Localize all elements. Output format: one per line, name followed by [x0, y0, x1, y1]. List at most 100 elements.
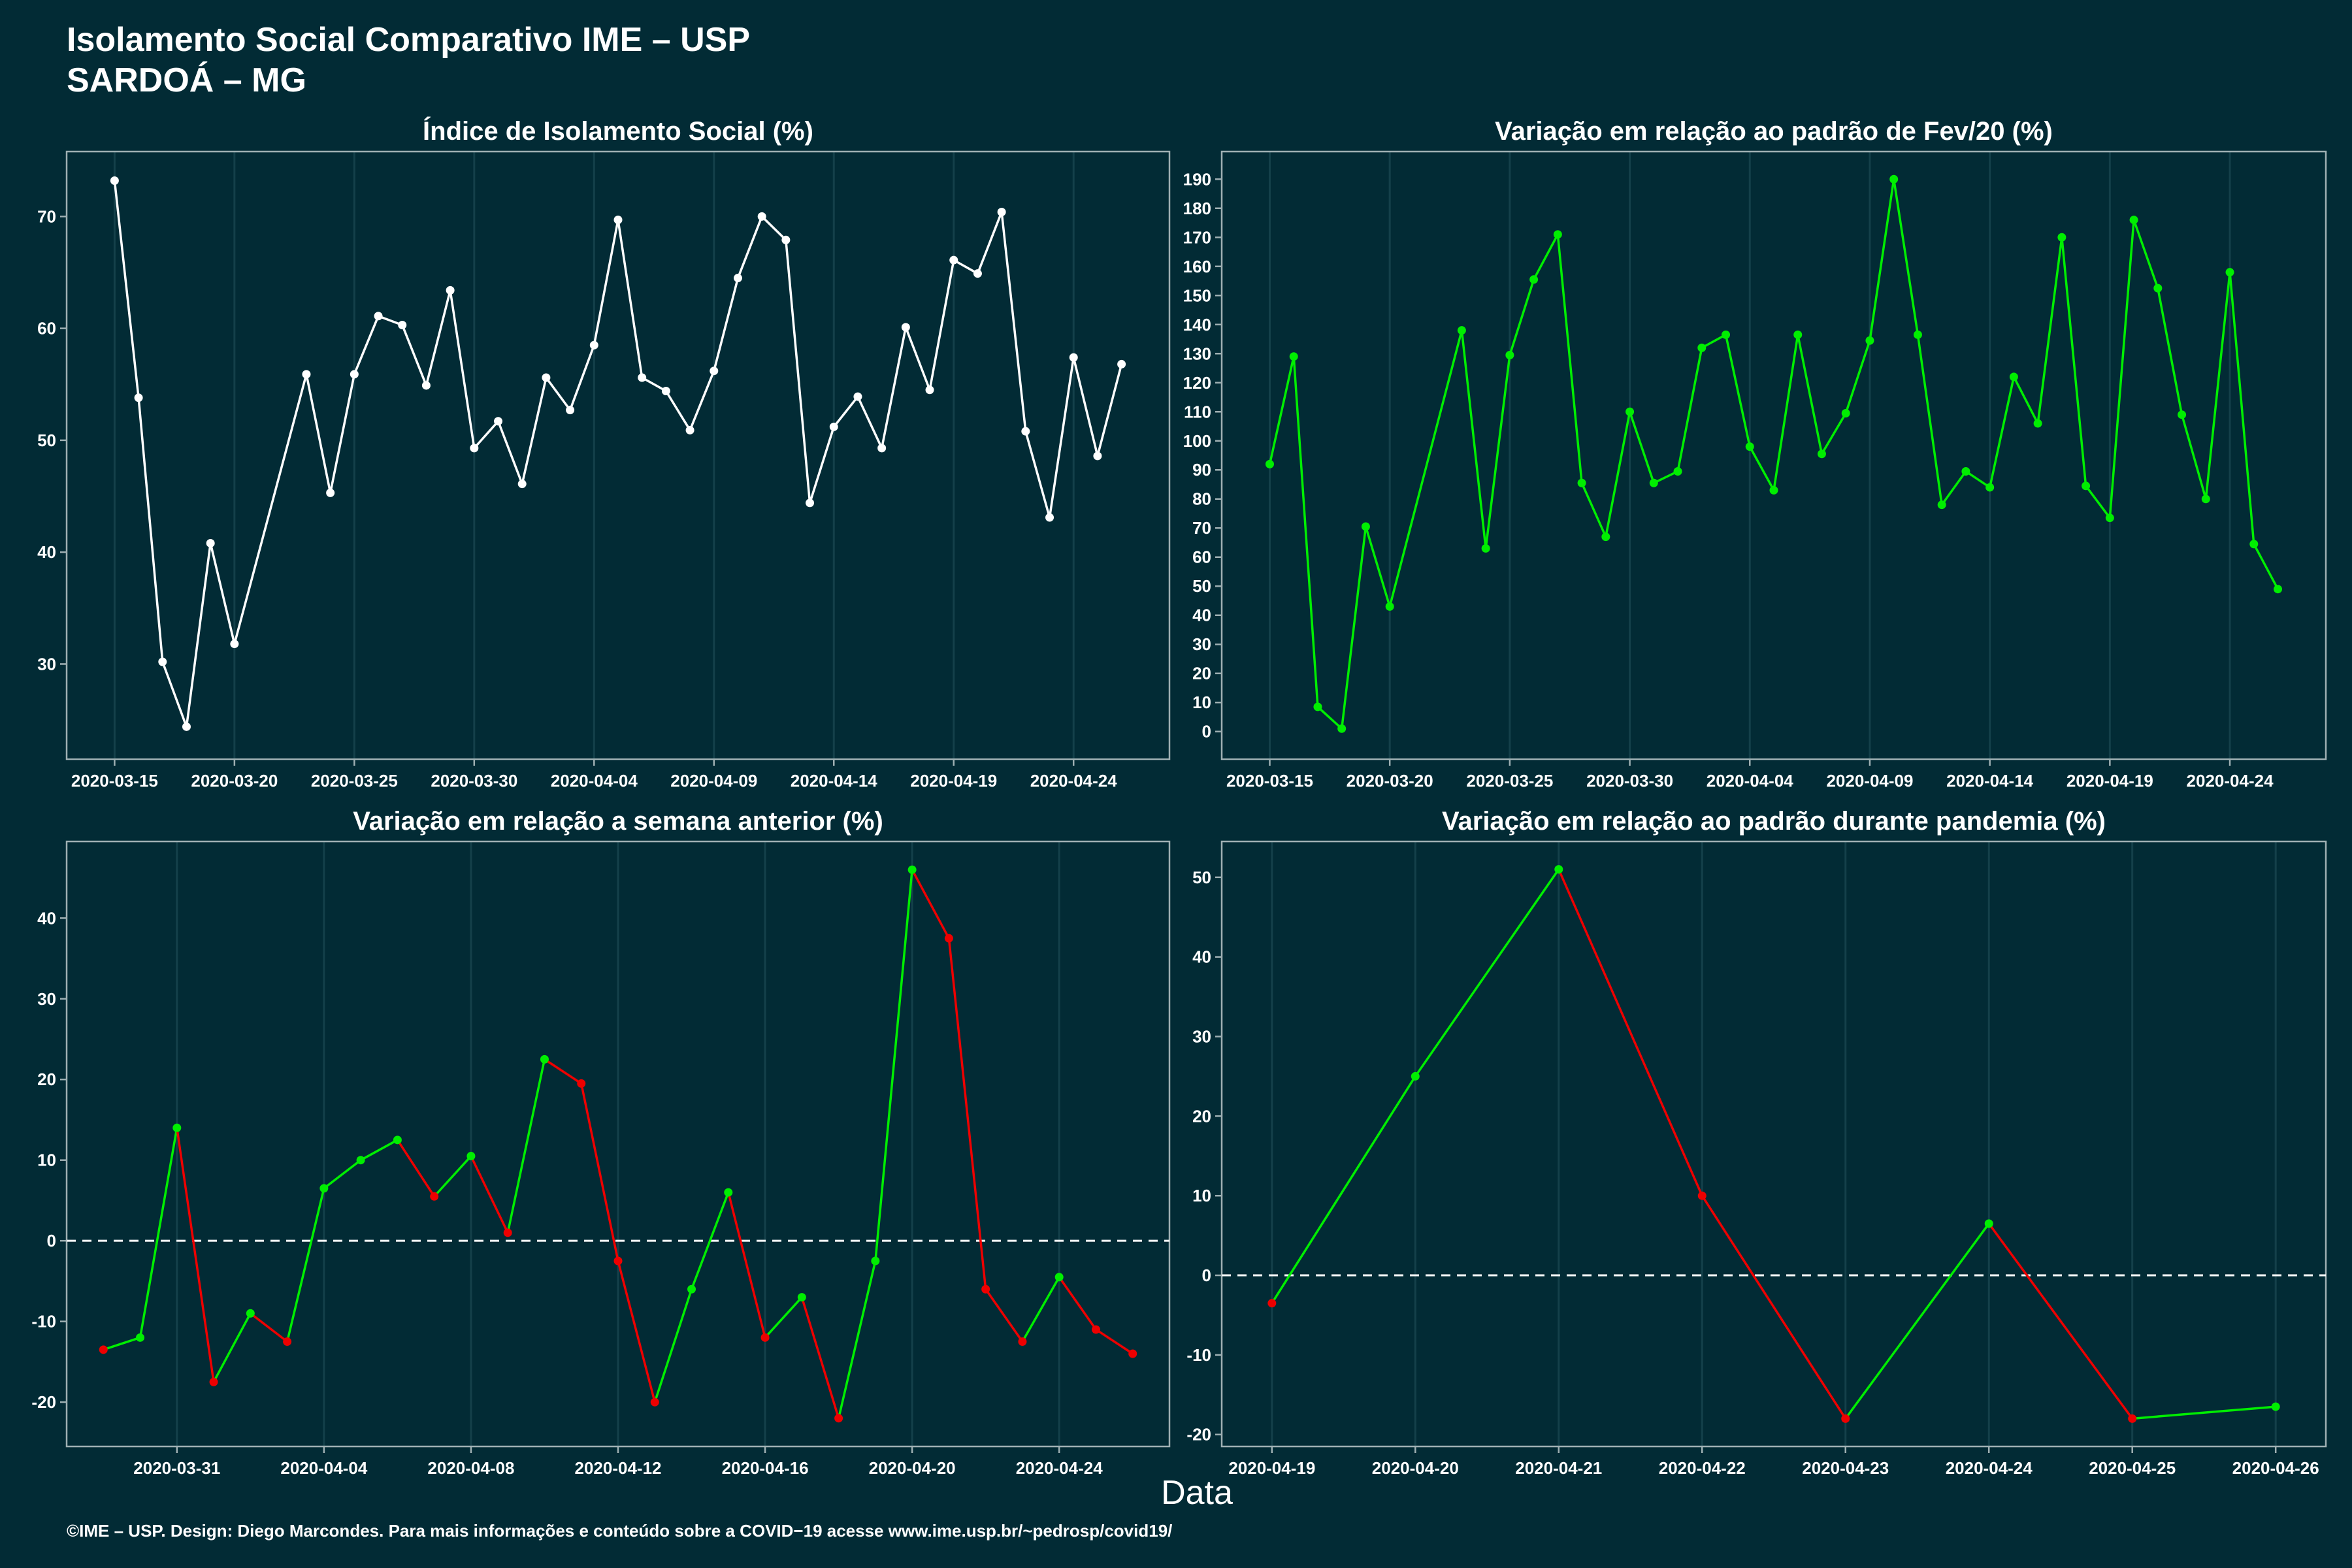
x-tick-label: 2020-04-24 [2187, 771, 2274, 791]
data-point [613, 1256, 623, 1266]
series-segment [736, 215, 763, 280]
x-tick-label: 2020-03-31 [133, 1458, 220, 1478]
data-point [1625, 407, 1635, 416]
x-tick-label: 2020-04-09 [670, 771, 757, 791]
series-segment [2131, 1405, 2277, 1420]
y-tick-label: 90 [1192, 460, 1211, 480]
y-tick-label: 0 [1202, 722, 1211, 742]
series-segment [425, 289, 451, 387]
series-segment [911, 868, 951, 939]
data-point [907, 865, 917, 874]
y-tick-label: 10 [1192, 1186, 1211, 1205]
series-segment [1676, 346, 1703, 473]
data-point [1128, 1349, 1137, 1358]
data-point [350, 370, 359, 379]
data-point [757, 212, 766, 221]
data-point [2057, 233, 2066, 242]
panel-title: Variação em relação ao padrão de Fev/20 … [1495, 117, 2053, 146]
data-point [1554, 865, 1563, 874]
series-segment [984, 1288, 1024, 1343]
x-tick-label: 2020-04-04 [280, 1458, 368, 1478]
data-point [1457, 326, 1466, 335]
data-point [421, 381, 431, 390]
chart-panel-1: Índice de Isolamento Social (%) 30 40 50 60 7… [37, 116, 1171, 791]
chart-panel-2: Variação em relação ao padrão de Fev/20 … [1183, 117, 2327, 791]
data-point [2274, 585, 2283, 594]
y-tick-label: 30 [37, 989, 56, 1009]
data-point [1649, 478, 1658, 487]
y-tick-label: 120 [1183, 373, 1211, 393]
y-tick-label: -10 [1186, 1345, 1211, 1365]
series-segment [580, 1082, 619, 1262]
y-tick-label: 20 [1192, 664, 1211, 683]
series-segment [377, 315, 404, 327]
y-tick-label: 40 [1192, 606, 1211, 625]
panels: Índice de Isolamento Social (%) 30 40 50 60 7… [31, 116, 2327, 1478]
series-segment [305, 373, 332, 495]
series-segment [433, 1154, 472, 1198]
footer-text: ©IME – USP. Design: Diego Marcondes. Par… [67, 1521, 1172, 1541]
series-segment [713, 276, 740, 372]
series-segment [1094, 1328, 1134, 1355]
data-point [944, 934, 953, 943]
data-point [503, 1228, 512, 1237]
series-segment [976, 210, 1003, 275]
x-tick-label: 2020-04-20 [1372, 1458, 1459, 1478]
y-tick-label: -10 [31, 1312, 56, 1331]
data-point [1793, 330, 1803, 339]
data-point [687, 1284, 696, 1294]
data-point [806, 498, 815, 508]
y-tick-label: 60 [1192, 547, 1211, 567]
series-segment [880, 326, 907, 449]
data-point [374, 312, 383, 321]
series-segment [1024, 430, 1051, 519]
series-segment [1268, 355, 1295, 466]
y-tick-label: 170 [1183, 227, 1211, 247]
x-tick-label: 2020-04-23 [1802, 1458, 1889, 1478]
series-segment [1869, 178, 1895, 342]
data-point [853, 392, 862, 401]
data-point [2128, 1414, 2137, 1423]
data-point [2178, 410, 2187, 419]
data-point [1961, 466, 1970, 476]
panel-frame [1220, 840, 2327, 1448]
series-segment [664, 389, 691, 432]
y-tick-label: 70 [37, 206, 56, 226]
y-tick-label: 0 [47, 1231, 56, 1250]
x-tick-label: 2020-04-24 [1030, 771, 1118, 791]
data-point [1385, 602, 1394, 611]
data-point [1817, 449, 1826, 459]
data-point [206, 538, 215, 547]
series-segment [212, 1312, 252, 1383]
y-tick-label: 10 [1192, 693, 1211, 712]
series-segment [2108, 218, 2135, 519]
x-tick-label: 2020-04-21 [1515, 1458, 1602, 1478]
data-point [398, 320, 407, 329]
chart-panel-4: Variação em relação ao padrão durante pa… [1186, 807, 2327, 1478]
series-segment [1772, 333, 1799, 492]
data-point [981, 1284, 990, 1294]
data-point [1505, 350, 1514, 359]
series-segment [137, 397, 164, 663]
x-tick-label: 2020-03-25 [1466, 771, 1553, 791]
data-point [1093, 451, 1102, 461]
series-segment [1484, 353, 1511, 550]
data-point [1069, 353, 1078, 362]
series-segment [1605, 410, 1631, 538]
series-segment [102, 1336, 142, 1351]
x-tick-label: 2020-03-20 [1347, 771, 1433, 791]
series-segment [617, 1260, 657, 1403]
series-segment [449, 289, 476, 449]
series-segment [545, 376, 572, 412]
series-segment [1892, 178, 1919, 336]
series-segment [2180, 413, 2208, 500]
data-point [1265, 459, 1274, 468]
series-segment [506, 1058, 546, 1234]
series-segment [857, 395, 883, 449]
y-tick-label: 30 [1192, 1027, 1211, 1047]
series-segment [1096, 363, 1123, 457]
y-tick-label: 110 [1184, 402, 1211, 421]
data-point [2249, 540, 2259, 549]
